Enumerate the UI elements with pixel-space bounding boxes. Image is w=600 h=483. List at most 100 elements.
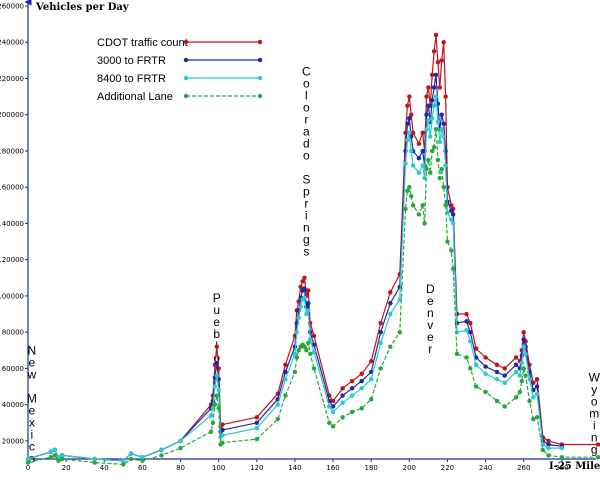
data-point bbox=[443, 203, 448, 208]
data-point bbox=[531, 416, 536, 422]
annotation-letter: x bbox=[29, 415, 35, 429]
data-point bbox=[254, 425, 260, 431]
annotation-letter: e bbox=[28, 355, 35, 369]
data-point bbox=[25, 460, 31, 465]
data-point bbox=[431, 103, 437, 108]
data-point bbox=[140, 458, 145, 464]
data-point bbox=[283, 369, 288, 375]
data-point bbox=[92, 460, 97, 465]
data-point bbox=[349, 386, 355, 391]
data-point bbox=[454, 351, 460, 357]
y-tick-label: 240000 bbox=[0, 39, 24, 47]
data-point bbox=[408, 194, 414, 199]
data-point bbox=[424, 112, 429, 117]
legend-label: CDOT traffic count bbox=[97, 37, 188, 49]
legend-item-3000-to-frtr: 3000 to FRTR bbox=[97, 55, 263, 67]
data-point bbox=[349, 378, 355, 384]
x-tick-label: 60 bbox=[138, 464, 147, 472]
data-point bbox=[292, 351, 298, 357]
data-point bbox=[443, 94, 448, 99]
legend-swatch-marker bbox=[183, 57, 189, 63]
data-point bbox=[420, 148, 425, 154]
data-point bbox=[449, 208, 454, 214]
data-point bbox=[437, 139, 443, 145]
data-point bbox=[388, 290, 393, 295]
data-point bbox=[410, 203, 416, 208]
annotation-letter: C bbox=[302, 64, 311, 78]
data-point bbox=[519, 378, 525, 384]
data-point bbox=[296, 315, 301, 320]
place-annotations: NewMexicoPuebloColoradoSpringsDenverWyom… bbox=[26, 64, 600, 465]
data-point bbox=[378, 366, 383, 371]
data-point bbox=[275, 402, 281, 407]
legend-swatch-marker bbox=[257, 39, 263, 45]
data-point bbox=[302, 344, 307, 349]
data-point bbox=[359, 386, 364, 391]
data-point bbox=[410, 130, 416, 136]
annotation-letter: l bbox=[305, 88, 308, 102]
plot-area bbox=[25, 32, 600, 467]
data-point bbox=[128, 456, 134, 462]
data-point bbox=[220, 440, 225, 445]
y-tick-label: 20000 bbox=[2, 437, 24, 445]
annotation-letter: w bbox=[26, 367, 36, 381]
data-point bbox=[426, 85, 431, 90]
data-point bbox=[426, 103, 431, 108]
data-point bbox=[121, 462, 126, 467]
data-point bbox=[521, 344, 526, 349]
data-point bbox=[483, 371, 488, 377]
data-point bbox=[428, 170, 433, 175]
data-point bbox=[408, 112, 414, 117]
data-point bbox=[441, 134, 446, 139]
x-tick-label: 20 bbox=[62, 464, 71, 472]
data-point bbox=[431, 145, 437, 150]
x-tick-label: 140 bbox=[288, 464, 301, 472]
series-3000-to-frtr bbox=[25, 72, 565, 464]
data-point bbox=[283, 393, 288, 398]
y-tick-label: 120000 bbox=[0, 256, 24, 264]
data-point bbox=[214, 393, 220, 398]
data-point bbox=[517, 373, 523, 378]
data-point bbox=[311, 349, 317, 355]
y-tick-label: 40000 bbox=[2, 401, 24, 409]
data-point bbox=[450, 266, 456, 271]
data-point bbox=[212, 402, 218, 407]
data-point bbox=[464, 355, 469, 360]
data-point bbox=[214, 344, 220, 349]
data-point bbox=[311, 366, 317, 371]
data-point bbox=[502, 380, 507, 386]
data-point bbox=[327, 420, 332, 426]
data-point bbox=[407, 184, 412, 190]
annotation-letter: W bbox=[589, 370, 600, 384]
annotation-letter: g bbox=[591, 442, 598, 456]
data-point bbox=[443, 163, 448, 168]
data-point bbox=[56, 458, 61, 464]
data-point bbox=[159, 453, 164, 458]
annotation-letter: u bbox=[213, 303, 220, 317]
data-point bbox=[521, 337, 526, 342]
data-point bbox=[437, 175, 443, 181]
data-point bbox=[407, 116, 412, 121]
data-point bbox=[513, 362, 519, 368]
x-axis-title: I-25 Milepost bbox=[549, 461, 600, 472]
data-point bbox=[464, 311, 469, 317]
series-8400-to-frtr bbox=[25, 94, 565, 464]
data-point bbox=[494, 377, 500, 382]
annotation-letter: a bbox=[303, 124, 310, 138]
annotation-letter: o bbox=[303, 76, 310, 90]
data-point bbox=[359, 371, 364, 377]
data-point bbox=[302, 275, 307, 281]
annotation-letter: n bbox=[591, 430, 598, 444]
x-tick-label: 80 bbox=[176, 464, 185, 472]
legend: CDOT traffic count 3000 to FRTR 8400 to FR… bbox=[97, 37, 263, 103]
data-point bbox=[302, 286, 307, 291]
annotation-letter: S bbox=[302, 172, 310, 186]
data-point bbox=[405, 103, 410, 108]
annotation-letter: o bbox=[213, 351, 220, 365]
annotation-letter: r bbox=[428, 342, 432, 356]
data-point bbox=[214, 373, 220, 378]
data-point bbox=[449, 248, 454, 253]
data-point bbox=[294, 329, 300, 335]
